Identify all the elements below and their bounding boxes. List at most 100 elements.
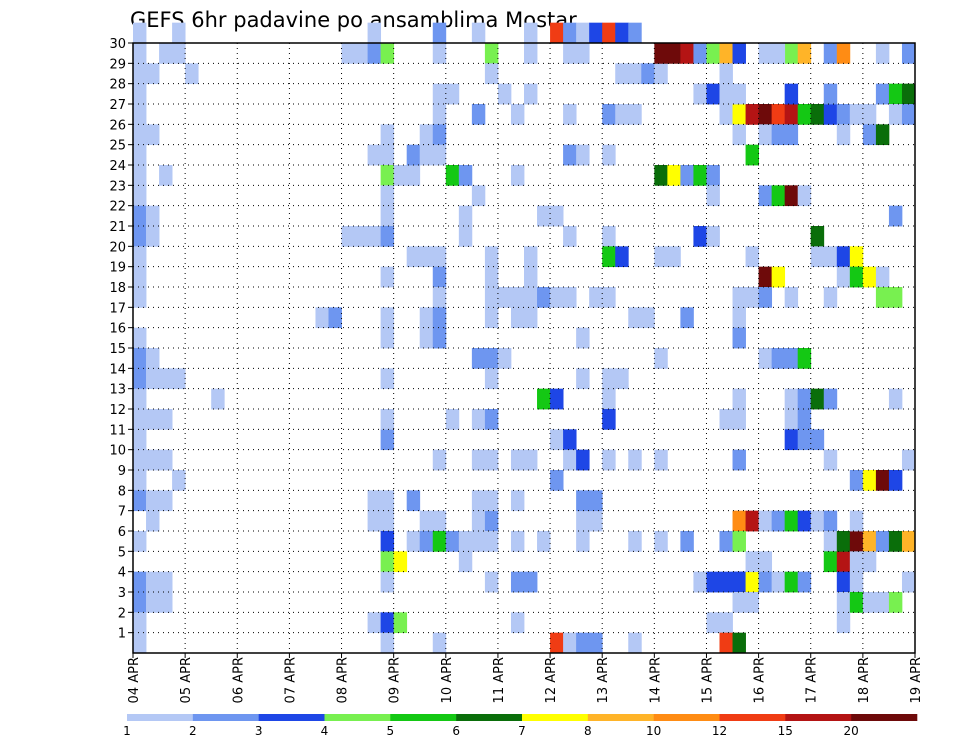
y-tick-label: 3: [118, 586, 126, 601]
heatmap-cell: [393, 612, 408, 634]
heatmap-cell: [667, 43, 681, 64]
heatmap-cell: [823, 246, 838, 268]
heatmap-cell: [784, 510, 799, 532]
heatmap-cell: [133, 104, 147, 125]
heatmap-cell: [133, 43, 147, 64]
heatmap-cell: [602, 22, 616, 44]
heatmap-cell: [484, 571, 499, 593]
heatmap-cell: [484, 307, 499, 329]
heatmap-cell: [888, 388, 903, 410]
heatmap-cell: [133, 470, 147, 491]
heatmap-cell: [706, 83, 720, 105]
heatmap-cell: [602, 144, 616, 166]
heatmap-cell: [537, 531, 551, 552]
heatmap-cell: [693, 43, 707, 64]
heatmap-cell: [367, 490, 382, 512]
heatmap-cell: [810, 429, 825, 451]
y-tick-label: 2: [118, 606, 126, 621]
heatmap-cell: [797, 348, 812, 369]
y-tick-label: 21: [109, 220, 126, 235]
heatmap-cell: [576, 531, 590, 552]
heatmap-cell: [484, 409, 499, 430]
heatmap-cell: [836, 571, 851, 593]
heatmap-cell: [367, 43, 382, 64]
heatmap-cell: [784, 124, 799, 146]
heatmap-cell: [380, 43, 395, 64]
heatmap-cell: [862, 470, 877, 491]
heatmap-cell: [823, 43, 838, 64]
heatmap-cell: [680, 43, 694, 64]
heatmap-cell: [797, 409, 812, 430]
heatmap-cell: [146, 490, 160, 512]
heatmap-cell: [563, 43, 577, 64]
heatmap-cell: [576, 144, 590, 166]
heatmap-cell: [497, 287, 512, 308]
heatmap-cell: [719, 83, 733, 105]
heatmap-cell: [732, 388, 746, 410]
heatmap-cell: [667, 165, 681, 186]
x-tick-label: 18 APR: [857, 657, 872, 703]
x-tick-label: 07 APR: [283, 657, 298, 703]
heatmap-cell: [367, 22, 382, 44]
heatmap-cell: [550, 429, 564, 451]
y-tick-label: 8: [118, 484, 126, 499]
heatmap-cell: [706, 185, 720, 207]
legend-swatch: [653, 714, 720, 721]
heatmap-cell: [706, 43, 720, 64]
heatmap-cell: [133, 490, 147, 512]
heatmap-cell: [706, 165, 720, 186]
heatmap-cell: [484, 43, 499, 64]
heatmap-cell: [836, 592, 851, 613]
heatmap-cell: [432, 266, 447, 288]
heatmap-cell: [576, 449, 590, 471]
x-tick-label: 17 APR: [805, 657, 820, 703]
heatmap-cell: [784, 571, 799, 593]
y-tick-label: 27: [109, 98, 126, 113]
legend-label: 15: [778, 724, 793, 738]
heatmap-cell: [367, 226, 382, 247]
heatmap-cell: [576, 632, 590, 654]
heatmap-cell: [146, 592, 160, 613]
heatmap-cell: [432, 510, 447, 532]
heatmap-cell: [524, 287, 538, 308]
legend-swatch: [258, 714, 325, 721]
heatmap-cell: [471, 510, 486, 532]
y-tick-label: 7: [118, 505, 126, 520]
heatmap-cell: [732, 307, 746, 329]
heatmap-cell: [823, 287, 838, 308]
heatmap-cell: [576, 327, 590, 349]
heatmap-cell: [797, 43, 812, 64]
heatmap-cell: [432, 246, 447, 268]
heatmap-cell: [589, 22, 603, 44]
heatmap-cell: [589, 510, 603, 532]
heatmap-cell: [484, 368, 499, 390]
heatmap-cell: [484, 287, 499, 308]
heatmap-cell: [133, 612, 147, 634]
heatmap-cell: [341, 226, 355, 247]
legend-label: 2: [189, 724, 197, 738]
heatmap-cell: [432, 449, 447, 471]
heatmap-cell: [719, 571, 733, 593]
heatmap-cell: [484, 348, 499, 369]
heatmap-cell: [719, 63, 733, 85]
heatmap-cell: [406, 490, 421, 512]
legend-swatch: [324, 714, 391, 721]
heatmap-cell: [849, 592, 864, 613]
heatmap-cell: [615, 22, 629, 44]
x-tick-label: 06 APR: [231, 657, 246, 703]
y-tick-label: 20: [109, 240, 126, 255]
heatmap-cell: [771, 571, 786, 593]
heatmap-cell: [784, 287, 799, 308]
y-tick-label: 6: [118, 525, 126, 540]
heatmap-cell: [367, 612, 382, 634]
heatmap-cell: [133, 409, 147, 430]
legend-swatch: [456, 714, 523, 721]
heatmap-cell: [484, 510, 499, 532]
heatmap-cell: [471, 409, 486, 430]
heatmap-cell: [497, 348, 512, 369]
heatmap-cell: [810, 510, 825, 532]
heatmap-cell: [146, 63, 160, 85]
heatmap-cell: [797, 429, 812, 451]
heatmap-cell: [732, 43, 746, 64]
heatmap-cell: [758, 348, 773, 369]
